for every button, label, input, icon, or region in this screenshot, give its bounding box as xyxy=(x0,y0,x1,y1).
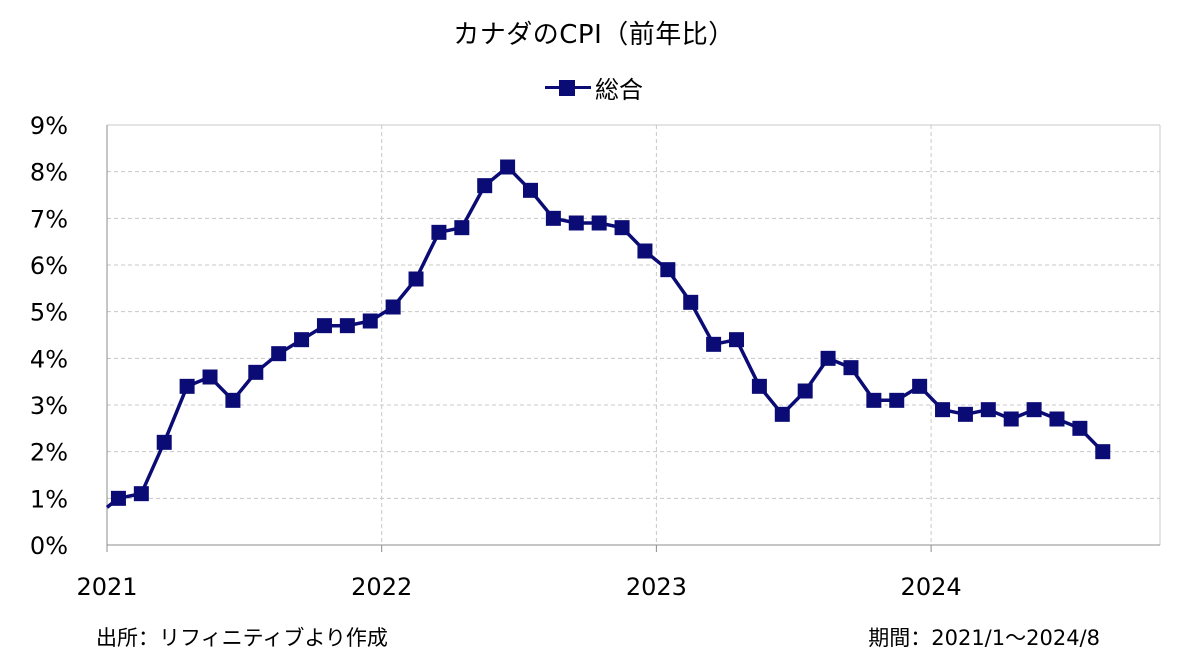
data-point-marker xyxy=(889,392,905,408)
data-point-marker xyxy=(156,434,172,450)
y-tick-label: 9% xyxy=(30,112,68,140)
data-point-marker xyxy=(935,402,951,418)
data-point-marker xyxy=(912,378,928,394)
y-tick-label: 8% xyxy=(30,159,68,187)
y-tick-label: 1% xyxy=(30,485,68,513)
data-point-marker xyxy=(706,336,722,352)
data-point-marker xyxy=(957,406,973,422)
data-point-marker xyxy=(1003,411,1019,427)
data-point-marker xyxy=(225,392,241,408)
data-point-marker xyxy=(133,486,149,502)
y-tick-label: 6% xyxy=(30,252,68,280)
source-note: 出所：リフィニティブより作成 xyxy=(96,626,388,650)
data-point-marker xyxy=(431,224,447,240)
data-point-marker xyxy=(179,378,195,394)
y-tick-label: 2% xyxy=(30,439,68,467)
legend: 総合 xyxy=(0,70,1188,105)
x-tick-label: 2023 xyxy=(626,573,687,601)
data-point-marker xyxy=(454,220,470,236)
y-tick-label: 7% xyxy=(30,205,68,233)
data-point-marker xyxy=(591,215,607,231)
data-point-marker xyxy=(110,490,126,506)
data-point-marker xyxy=(385,299,401,315)
data-point-marker xyxy=(683,294,699,310)
data-point-marker xyxy=(316,318,332,334)
data-point-marker xyxy=(729,332,745,348)
y-tick-label: 5% xyxy=(30,299,68,327)
data-point-marker xyxy=(362,313,378,329)
x-tick-label: 2024 xyxy=(901,573,962,601)
data-point-marker xyxy=(1072,420,1088,436)
data-point-marker xyxy=(568,215,584,231)
data-point-marker xyxy=(797,383,813,399)
data-point-marker xyxy=(545,210,561,226)
chart-title: カナダのCPI（前年比） xyxy=(453,20,735,50)
legend-label: 総合 xyxy=(595,76,643,104)
data-point-marker xyxy=(820,350,836,366)
data-point-marker xyxy=(271,346,287,362)
data-point-marker xyxy=(408,271,424,287)
data-point-marker xyxy=(637,243,653,259)
data-point-marker xyxy=(1049,411,1065,427)
y-tick-label: 3% xyxy=(30,392,68,420)
data-point-marker xyxy=(751,378,767,394)
x-tick-label: 2021 xyxy=(76,573,137,601)
data-point-marker xyxy=(843,360,859,376)
legend-marker-icon xyxy=(545,79,591,96)
y-tick-label: 0% xyxy=(30,532,68,560)
data-point-marker xyxy=(522,182,538,198)
data-point-marker xyxy=(1095,444,1111,460)
data-point-marker xyxy=(774,406,790,422)
data-point-marker xyxy=(202,369,218,385)
data-point-marker xyxy=(614,220,630,236)
period-note: 期間：2021/1～2024/8 xyxy=(868,626,1100,650)
data-point-marker xyxy=(866,392,882,408)
data-point-marker xyxy=(500,159,516,175)
x-tick-label: 2022 xyxy=(351,573,412,601)
data-point-marker xyxy=(477,178,493,194)
data-point-marker xyxy=(1026,402,1042,418)
data-point-marker xyxy=(660,262,676,278)
data-point-marker xyxy=(339,318,355,334)
data-point-marker xyxy=(294,332,310,348)
data-point-marker xyxy=(248,364,264,380)
data-point-marker xyxy=(980,402,996,418)
y-tick-label: 4% xyxy=(30,345,68,373)
